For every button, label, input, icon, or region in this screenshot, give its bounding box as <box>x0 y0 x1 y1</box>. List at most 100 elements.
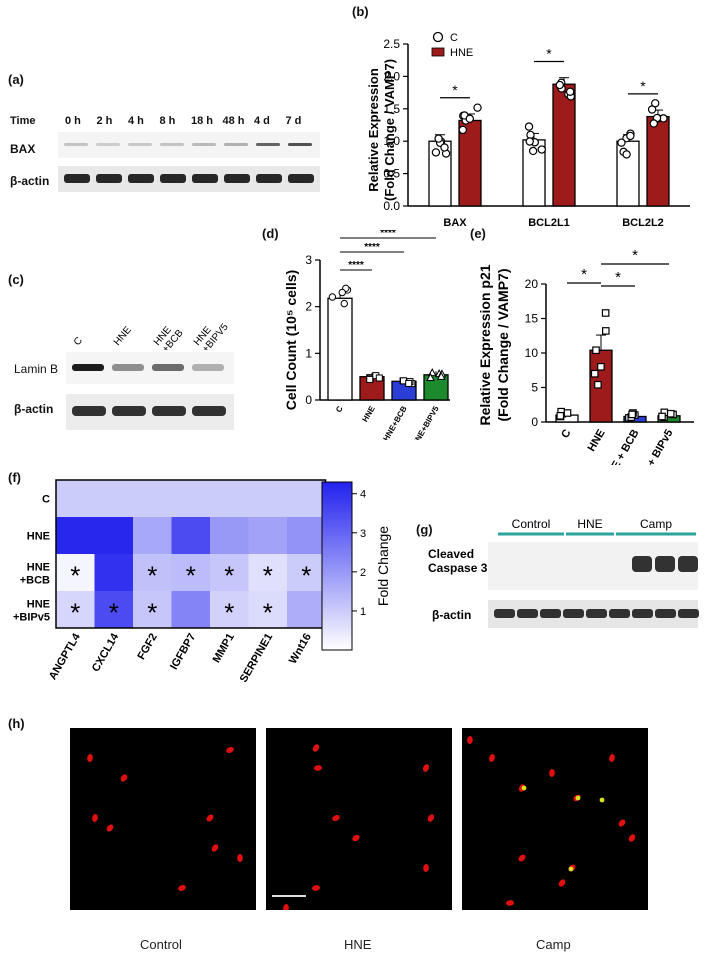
b-point <box>431 148 441 157</box>
band-caspase <box>678 556 698 572</box>
b-bar <box>552 83 576 207</box>
red-nucleus <box>518 854 526 862</box>
f-cell-star: * <box>186 561 196 591</box>
e-ytick-label: 5 <box>531 381 538 395</box>
time-label: 7 d <box>285 115 302 127</box>
band-bax <box>128 143 152 146</box>
d-bar <box>327 297 353 401</box>
d-point <box>405 379 413 387</box>
f-cell <box>133 554 172 591</box>
f-cell <box>248 517 287 554</box>
e-point <box>666 409 675 418</box>
e-xtick-label: HNE + BCB <box>601 427 641 465</box>
red-nucleus <box>312 885 320 891</box>
e-point <box>556 411 565 420</box>
e-point <box>601 309 610 317</box>
red-nucleus <box>609 754 615 762</box>
f-cell <box>287 480 326 517</box>
b-point <box>626 131 635 141</box>
band-actin-c <box>192 406 226 416</box>
band-actin-g <box>517 609 538 618</box>
g-row-casp-2: Caspase 3 <box>428 561 488 575</box>
c-lane-label: HNE+BIPV5 <box>192 314 231 350</box>
red-nucleus <box>506 900 514 906</box>
f-cell <box>133 480 172 517</box>
d-ytick-label: 1 <box>305 346 312 360</box>
d-ytick-label: 2 <box>305 300 312 314</box>
band-actin-g <box>563 609 584 618</box>
band-lamin <box>152 364 184 371</box>
band-actin <box>224 174 250 183</box>
red-nucleus <box>422 764 430 772</box>
panel-f-label: (f) <box>8 470 21 485</box>
f-col-label: SERPINE1 <box>238 632 276 685</box>
f-row-label-line: HNE <box>27 531 50 543</box>
b-sig-star: * <box>640 78 646 94</box>
f-cell <box>248 554 287 591</box>
d-point <box>366 375 374 383</box>
f-cell <box>94 591 133 628</box>
red-nucleus <box>312 744 320 752</box>
red-nucleus <box>211 844 219 852</box>
b-ytick-label: 0.5 <box>383 167 400 181</box>
row-label-bax: BAX <box>10 142 36 156</box>
f-col-label: Wnt16 <box>287 632 314 667</box>
time-label: 2 h <box>96 115 113 127</box>
f-row-label-line: HNE <box>27 562 50 574</box>
band-actin <box>128 174 154 183</box>
e-sig-star: * <box>632 247 638 264</box>
band-actin-c <box>112 406 146 416</box>
panel-h-label: (h) <box>8 716 25 731</box>
f-col-label: IGFBP7 <box>168 632 198 672</box>
red-nucleus <box>558 879 566 887</box>
b-xtick-label: BCL2L1 <box>528 217 570 229</box>
b-point <box>524 122 534 131</box>
red-nucleus <box>106 824 114 832</box>
f-cell <box>94 480 133 517</box>
e-point <box>563 409 572 417</box>
d-ytick-label: 3 <box>305 253 312 267</box>
f-cell <box>248 480 287 517</box>
yellow-apoptotic-cell <box>575 795 581 801</box>
time-label: 48 h <box>222 115 245 127</box>
band-actin-g <box>494 609 515 618</box>
e-ytick-label: 20 <box>525 277 539 291</box>
b-point <box>565 87 575 96</box>
d-sig-stars: **** <box>364 242 380 253</box>
f-colorbar-tick-label: 2 <box>360 567 366 579</box>
panel-e-label: (e) <box>470 226 486 241</box>
d-sig-stars: **** <box>348 260 364 271</box>
b-ytick-label: 2.0 <box>383 69 400 83</box>
red-nucleus <box>283 904 289 910</box>
band-actin <box>288 174 314 183</box>
time-header: Time <box>10 115 36 127</box>
c-lane-label-line: HNE <box>112 324 134 347</box>
band-actin-g <box>632 609 653 618</box>
band-actin <box>256 174 282 183</box>
b-point <box>622 150 631 159</box>
c-lane-label: HNE+BCB <box>152 320 186 350</box>
e-ylabel-1: Relative Expression p21 <box>477 264 493 425</box>
red-nucleus <box>226 746 234 754</box>
d-point <box>426 372 435 381</box>
row-label-beta-actin: β-actin <box>10 174 50 188</box>
g-row-actin: β-actin <box>432 608 471 622</box>
c-lane-label-line: C <box>72 335 85 348</box>
f-cell <box>94 517 133 554</box>
b-point <box>440 143 449 152</box>
e-sig-star: * <box>581 266 587 283</box>
red-nucleus <box>237 854 243 862</box>
f-row-label: HNE +BIPv5 <box>13 599 50 624</box>
e-point <box>628 410 636 419</box>
band-actin-g <box>678 609 699 618</box>
row-label-beta-actin-c: β-actin <box>14 402 54 416</box>
f-cell <box>171 554 210 591</box>
band-lamin <box>72 364 104 371</box>
e-ylabel-2: (Fold Change / VAMP7) <box>495 269 511 422</box>
e-sig-star: * <box>615 269 621 286</box>
f-colorbar-tick-label: 3 <box>360 528 366 540</box>
red-nucleus <box>206 814 214 822</box>
d-point <box>328 293 337 301</box>
